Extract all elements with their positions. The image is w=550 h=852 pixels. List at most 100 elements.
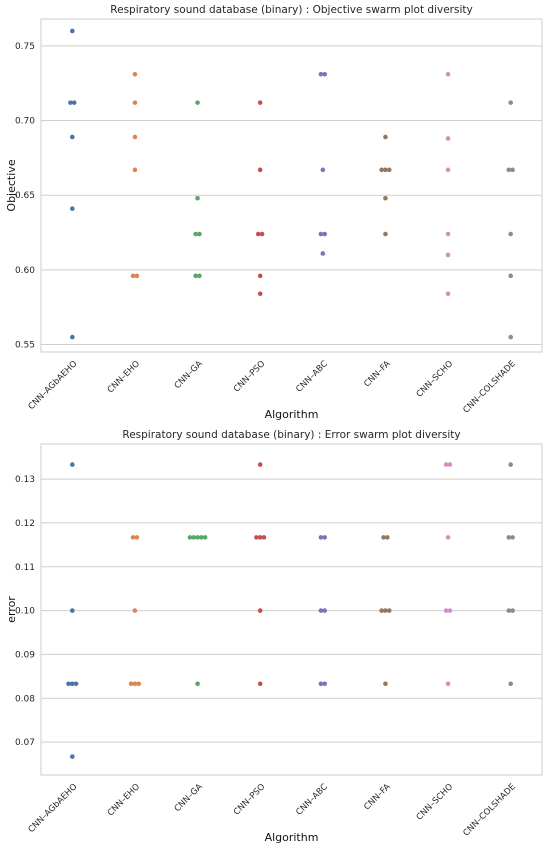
data-point xyxy=(322,535,328,540)
data-point xyxy=(383,134,388,140)
data-point xyxy=(134,535,140,540)
data-point xyxy=(132,681,138,687)
y-tick-label: 0.10 xyxy=(15,607,35,617)
x-tick-label: CNN–GA xyxy=(173,782,205,814)
data-point xyxy=(193,273,198,279)
x-tick-label: CNN–EHO xyxy=(106,359,143,396)
chart-2: 0.07 0.08 0.09 0.10 0.11 0.12 0.13 Respiratory … xyxy=(5,429,543,844)
x-tick-label: CNN–GA xyxy=(173,359,205,391)
data-point xyxy=(443,462,449,467)
data-point xyxy=(197,231,202,237)
data-point xyxy=(255,231,261,237)
data-point xyxy=(322,681,328,687)
data-point xyxy=(199,535,204,540)
data-point xyxy=(445,231,451,237)
data-point xyxy=(445,167,451,173)
data-point xyxy=(383,167,388,173)
x-tick-label: CNN–PSO xyxy=(232,359,268,395)
y-tick-label: 0.13 xyxy=(15,475,35,485)
x-axis-label: Algorithm xyxy=(265,831,319,844)
data-point xyxy=(506,608,512,613)
x-tick-label: CNN–SCHO xyxy=(415,782,456,823)
data-point xyxy=(261,535,267,540)
data-point xyxy=(70,206,75,211)
data-point xyxy=(130,535,136,540)
data-point xyxy=(128,681,134,687)
data-point xyxy=(385,535,390,540)
data-point xyxy=(70,681,75,687)
x-tick-label: CNN–AGbAEHO xyxy=(27,359,80,412)
data-point xyxy=(320,251,326,256)
data-point xyxy=(508,100,513,105)
data-point xyxy=(383,231,388,237)
data-point xyxy=(318,535,324,540)
data-point xyxy=(132,608,138,613)
data-point xyxy=(383,608,388,613)
y-axis-label: Objective xyxy=(5,159,18,211)
data-point xyxy=(508,681,513,687)
y-tick-label: 0.09 xyxy=(15,650,35,660)
data-point xyxy=(197,273,202,279)
x-tick-label: CNN–COLSHADE xyxy=(461,782,517,838)
data-point xyxy=(130,273,136,279)
data-point xyxy=(195,681,200,687)
data-point xyxy=(445,681,451,687)
data-point xyxy=(70,754,75,759)
data-point xyxy=(318,681,324,687)
data-point xyxy=(70,334,75,340)
data-point xyxy=(508,462,513,467)
data-point xyxy=(132,167,138,173)
data-point xyxy=(445,71,451,77)
data-point xyxy=(70,134,75,140)
data-point xyxy=(510,167,515,173)
data-point xyxy=(318,608,324,613)
data-point xyxy=(195,535,200,540)
data-point xyxy=(136,681,142,687)
y-tick-label: 0.60 xyxy=(15,266,35,276)
data-point xyxy=(318,231,324,237)
data-point xyxy=(257,608,263,613)
chart-title: Respiratory sound database (binary) : Ob… xyxy=(110,4,472,16)
x-axis-label: Algorithm xyxy=(265,408,319,421)
data-point xyxy=(73,681,79,687)
data-point xyxy=(132,100,138,105)
x-tick-label: CNN–SCHO xyxy=(415,359,456,400)
data-point xyxy=(379,608,384,613)
data-point xyxy=(66,681,71,687)
data-point xyxy=(447,608,453,613)
data-point xyxy=(445,252,451,258)
data-point xyxy=(381,535,386,540)
data-point xyxy=(202,535,208,540)
data-point xyxy=(386,608,392,613)
data-point xyxy=(506,535,512,540)
data-point xyxy=(257,167,263,173)
data-point xyxy=(68,100,73,105)
data-point xyxy=(259,231,265,237)
data-point xyxy=(445,136,451,141)
data-point xyxy=(445,291,451,297)
y-tick-label: 0.08 xyxy=(15,694,35,704)
data-point xyxy=(383,681,388,687)
data-point xyxy=(510,535,515,540)
y-tick-label: 0.55 xyxy=(15,341,35,351)
data-point xyxy=(508,273,513,279)
plot-frame xyxy=(40,18,543,353)
y-tick-label: 0.11 xyxy=(15,563,35,573)
x-tick-label: CNN–FA xyxy=(362,782,392,812)
data-point xyxy=(191,535,197,540)
x-tick-label: CNN–EHO xyxy=(106,782,143,819)
data-point xyxy=(318,71,324,77)
data-point xyxy=(322,608,328,613)
data-point xyxy=(70,28,75,34)
data-point xyxy=(195,100,200,105)
data-point xyxy=(257,681,263,687)
data-point xyxy=(187,535,193,540)
data-point xyxy=(134,273,140,279)
data-point xyxy=(71,100,77,105)
data-point xyxy=(447,462,453,467)
data-point xyxy=(379,167,384,173)
x-tick-label: CNN–ABC xyxy=(294,782,330,818)
data-point xyxy=(508,334,513,340)
data-point xyxy=(510,608,515,613)
data-point xyxy=(132,134,138,140)
